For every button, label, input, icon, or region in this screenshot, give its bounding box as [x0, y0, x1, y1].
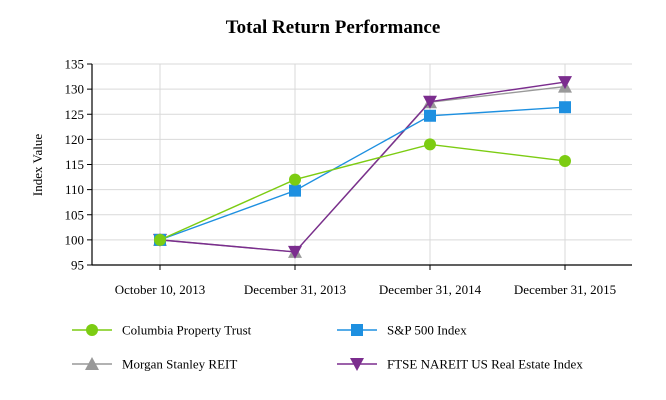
series-group [153, 76, 572, 259]
y-tick-label: 135 [65, 57, 85, 72]
legend-marker [350, 358, 364, 371]
series-line [159, 81, 566, 253]
data-point [559, 154, 571, 167]
x-tick-label: December 31, 2015 [514, 282, 616, 297]
series-line [159, 143, 566, 241]
legend-marker [351, 324, 363, 336]
data-point [154, 233, 166, 246]
legend-item-morgan-stanley-reit: Morgan Stanley REIT [72, 357, 237, 372]
series-line [159, 106, 566, 241]
series-ftse-nareit-us-real-estate-index [153, 76, 572, 259]
data-point [289, 173, 301, 186]
data-point [424, 109, 436, 122]
series-s-p-500-index [154, 101, 571, 246]
y-axis-label: Index Value [30, 134, 45, 196]
data-point [423, 95, 437, 109]
chart-title: Total Return Performance [226, 17, 441, 38]
legend-label: Morgan Stanley REIT [122, 357, 237, 372]
legend-label: S&P 500 Index [387, 323, 467, 338]
legend-item-s-p-500-index: S&P 500 Index [337, 323, 467, 338]
data-point [424, 138, 436, 151]
y-tick-label: 130 [65, 82, 85, 97]
y-tick-label: 110 [65, 182, 84, 197]
y-tick-label: 105 [65, 207, 85, 222]
axes: 95 100 105 110 115 120 125 130 135 October 10, 20… [65, 57, 632, 297]
y-tick-label: 100 [65, 232, 85, 247]
legend-label: FTSE NAREIT US Real Estate Index [387, 357, 583, 372]
x-tick-label: December 31, 2014 [379, 282, 482, 297]
legend-item-ftse-nareit-us-real-estate-index: FTSE NAREIT US Real Estate Index [337, 357, 583, 372]
legend-item-columbia-property-trust: Columbia Property Trust [72, 323, 252, 338]
x-tick-label: December 31, 2013 [244, 282, 346, 297]
legend-marker [85, 357, 99, 370]
data-point [558, 76, 572, 90]
legend-label: Columbia Property Trust [122, 323, 252, 338]
y-tick-label: 120 [65, 132, 85, 147]
data-point [559, 101, 571, 114]
legend-marker [86, 324, 98, 336]
series-columbia-property-trust [154, 138, 571, 246]
y-tick-label: 115 [65, 157, 84, 172]
y-tick-label: 125 [65, 107, 85, 122]
series-morgan-stanley-reit [153, 79, 572, 258]
legend: Columbia Property Trust S&P 500 Index Morg… [72, 323, 583, 372]
y-tick-label: 95 [71, 258, 84, 273]
data-point [289, 184, 301, 197]
x-tick-label: October 10, 2013 [115, 282, 206, 297]
data-point [288, 245, 302, 259]
